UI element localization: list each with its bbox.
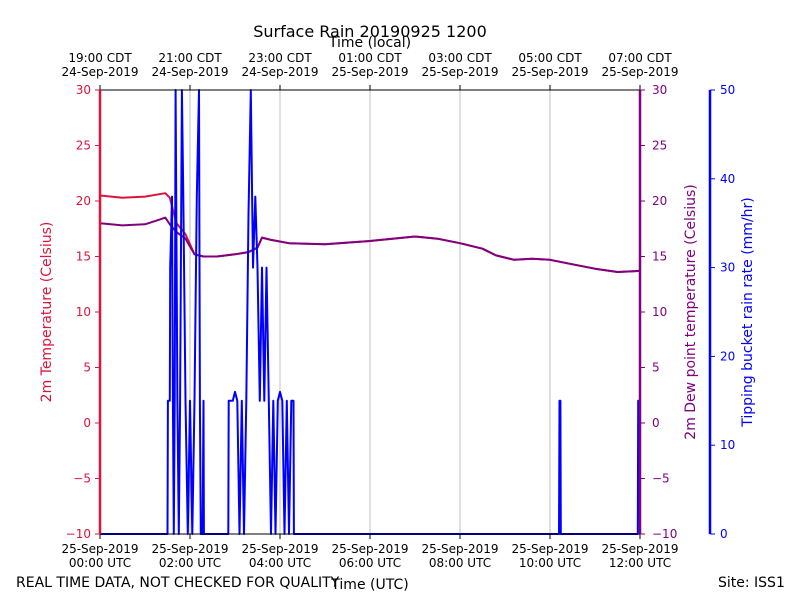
temperature-tick-label: 30 [76, 83, 91, 97]
top-x-tick-label: 19:00 CDT 24-Sep-2019 [61, 51, 138, 79]
temperature-tick-label: 15 [76, 250, 91, 264]
temperature-tick-label: 20 [76, 194, 91, 208]
top-x-tick-label: 23:00 CDT 24-Sep-2019 [241, 51, 318, 79]
temperature-tick-label: 5 [83, 361, 91, 375]
rain-tick-label: 40 [720, 172, 735, 186]
top-x-tick-label: 05:00 CDT 25-Sep-2019 [511, 51, 588, 79]
top-x-tick-label: 21:00 CDT 24-Sep-2019 [151, 51, 228, 79]
rain-tick-label: 10 [720, 438, 735, 452]
x-tick-label: 25-Sep-2019 02:00 UTC [151, 542, 228, 570]
top-x-axis-label: Time (local) [328, 35, 411, 51]
chart-axes: 25-Sep-2019 00:00 UTC 19:00 CDT 24-Sep-2019… [61, 51, 735, 570]
top-x-tick-label: 01:00 CDT 25-Sep-2019 [331, 51, 408, 79]
dewpoint-tick-label: 25 [652, 139, 667, 153]
dewpoint-tick-label: −10 [652, 527, 677, 541]
dewpoint-tick-label: −5 [652, 472, 670, 486]
dewpoint-tick-label: 10 [652, 305, 667, 319]
x-tick-label: 25-Sep-2019 04:00 UTC [241, 542, 318, 570]
dewpoint-tick-label: 0 [652, 416, 660, 430]
chart-title: Surface Rain 20190925 1200 [253, 22, 487, 41]
rain-axis-label: Tipping bucket rain rate (mm/hr) [740, 197, 756, 427]
top-x-tick-label: 03:00 CDT 25-Sep-2019 [421, 51, 498, 79]
temperature-tick-label: 10 [76, 305, 91, 319]
x-tick-label: 25-Sep-2019 06:00 UTC [331, 542, 408, 570]
x-tick-label: 25-Sep-2019 00:00 UTC [61, 542, 138, 570]
rain-tick-label: 20 [720, 349, 735, 363]
rain-rate-line [100, 89, 641, 535]
temperature-tick-label: −5 [73, 472, 91, 486]
rain-tick-label: 30 [720, 261, 735, 275]
quality-note: REAL TIME DATA, NOT CHECKED FOR QUALITY [16, 575, 340, 591]
chart-series [99, 89, 641, 535]
rain-tick-label: 0 [720, 527, 728, 541]
x-axis-label: Time (UTC) [330, 577, 408, 593]
rain-tick-label: 50 [720, 83, 735, 97]
chart-grid [189, 90, 551, 534]
dewpoint-tick-label: 20 [652, 194, 667, 208]
dewpoint-tick-label: 5 [652, 361, 660, 375]
x-tick-label: 25-Sep-2019 10:00 UTC [511, 542, 588, 570]
temperature-tick-label: −10 [66, 527, 91, 541]
x-tick-label: 25-Sep-2019 12:00 UTC [601, 542, 678, 570]
temperature-tick-label: 25 [76, 139, 91, 153]
dewpoint-tick-label: 15 [652, 250, 667, 264]
site-label: Site: ISS1 [718, 575, 785, 591]
dewpoint-axis-label: 2m Dew point temperature (Celsius) [683, 184, 699, 439]
x-tick-label: 25-Sep-2019 08:00 UTC [421, 542, 498, 570]
top-x-tick-label: 07:00 CDT 25-Sep-2019 [601, 51, 678, 79]
temperature-tick-label: 0 [83, 416, 91, 430]
temperature-axis-label: 2m Temperature (Celsius) [39, 222, 55, 403]
dewpoint-tick-label: 30 [652, 83, 667, 97]
